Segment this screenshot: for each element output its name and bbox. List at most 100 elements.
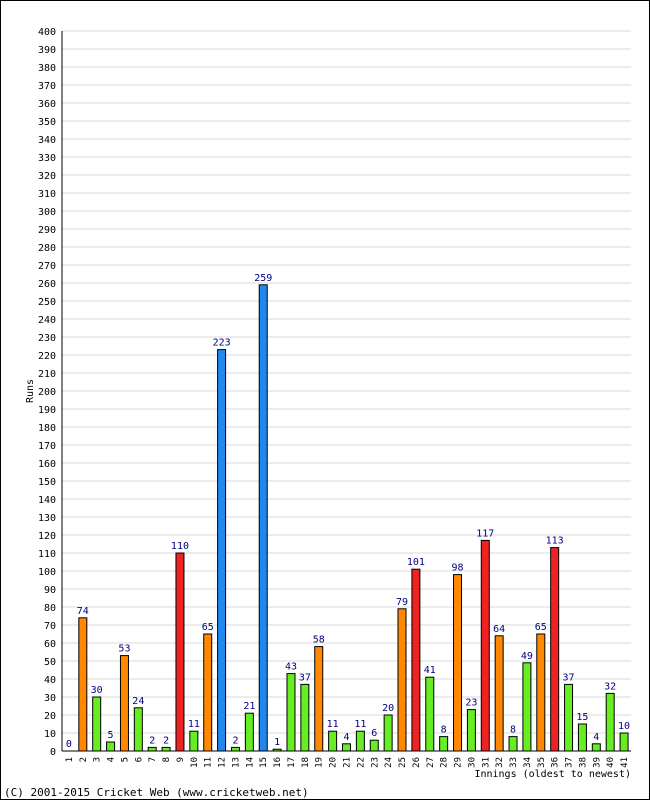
data-label: 110 [171, 541, 189, 552]
bar [230, 746, 240, 752]
y-tick-label: 30 [44, 693, 56, 704]
y-tick-label: 360 [38, 99, 56, 110]
bar [78, 617, 88, 752]
x-tick-label: 23 [370, 757, 380, 768]
y-tick-label: 110 [38, 549, 56, 560]
x-tick-label: 19 [315, 757, 325, 768]
y-tick-label: 40 [44, 675, 56, 686]
data-label: 24 [132, 696, 144, 707]
data-label: 113 [546, 536, 564, 547]
x-tick-label: 12 [218, 757, 228, 768]
y-tick-label: 200 [38, 387, 56, 398]
bar [564, 683, 574, 752]
x-tick-label: 31 [481, 757, 491, 768]
y-tick-label: 350 [38, 117, 56, 128]
data-label: 20 [382, 703, 394, 714]
data-label: 2 [149, 735, 155, 746]
bar [425, 676, 435, 752]
x-tick-label: 36 [551, 757, 561, 768]
bar [189, 730, 199, 752]
y-tick-label: 170 [38, 441, 56, 452]
x-tick-label: 22 [356, 757, 366, 768]
x-tick-label: 2 [79, 757, 89, 762]
data-label: 223 [213, 338, 231, 349]
bar [494, 635, 504, 752]
y-axis-label: Runs [25, 379, 36, 403]
data-label: 6 [371, 728, 377, 739]
data-label: 58 [313, 635, 325, 646]
y-tick-label: 280 [38, 243, 56, 254]
y-tick-label: 50 [44, 657, 56, 668]
x-tick-label: 20 [329, 757, 339, 768]
bar [217, 349, 227, 752]
bar [411, 568, 421, 752]
bar [300, 683, 310, 752]
copyright-text: (C) 2001-2015 Cricket Web (www.cricketwe… [4, 786, 309, 799]
y-tick-label: 240 [38, 315, 56, 326]
x-tick-label: 38 [578, 757, 588, 768]
bar [244, 712, 254, 752]
x-tick-label: 25 [398, 757, 408, 768]
data-label: 4 [593, 732, 599, 743]
bar [286, 673, 296, 752]
x-tick-label: 29 [454, 757, 464, 768]
y-tick-label: 140 [38, 495, 56, 506]
x-tick-label: 41 [620, 757, 630, 768]
y-tick-label: 60 [44, 639, 56, 650]
bar [314, 646, 324, 752]
data-label: 98 [452, 563, 464, 574]
y-tick-label: 210 [38, 369, 56, 380]
bar [605, 692, 615, 752]
y-tick-label: 100 [38, 567, 56, 578]
y-tick-label: 70 [44, 621, 56, 632]
x-tick-label: 8 [162, 757, 172, 762]
y-tick-label: 370 [38, 81, 56, 92]
y-tick-label: 90 [44, 585, 56, 596]
y-tick-label: 380 [38, 63, 56, 74]
data-label: 41 [424, 665, 436, 676]
x-tick-label: 27 [426, 757, 436, 768]
bar [133, 707, 143, 752]
x-tick-label: 40 [606, 757, 616, 768]
data-label: 2 [232, 735, 238, 746]
y-tick-label: 130 [38, 513, 56, 524]
bar [342, 743, 351, 752]
bar [92, 696, 102, 752]
bar [258, 284, 268, 752]
x-tick-label: 26 [412, 757, 422, 768]
x-tick-label: 13 [231, 757, 241, 768]
x-tick-label: 7 [148, 757, 158, 762]
bar [328, 730, 338, 752]
data-label: 37 [299, 672, 311, 683]
x-tick-label: 17 [287, 757, 297, 768]
x-tick-label: 14 [245, 757, 255, 768]
bar [175, 552, 185, 752]
data-label: 11 [354, 719, 366, 730]
bar [383, 714, 393, 752]
x-tick-label: 24 [384, 757, 394, 768]
y-tick-label: 300 [38, 207, 56, 218]
y-tick-label: 120 [38, 531, 56, 542]
bar [577, 723, 587, 752]
x-tick-label: 21 [343, 757, 353, 768]
y-tick-label: 270 [38, 261, 56, 272]
x-tick-label: 16 [273, 757, 283, 768]
data-label: 10 [618, 721, 630, 732]
x-tick-label: 35 [537, 757, 547, 768]
bar [508, 736, 518, 752]
bar [439, 736, 449, 752]
y-tick-label: 180 [38, 423, 56, 434]
data-label: 8 [441, 725, 447, 736]
data-label: 15 [576, 712, 588, 723]
y-tick-label: 20 [44, 711, 56, 722]
data-label: 79 [396, 597, 408, 608]
x-tick-label: 34 [523, 757, 533, 768]
y-tick-label: 230 [38, 333, 56, 344]
data-label: 259 [254, 273, 272, 284]
y-tick-label: 290 [38, 225, 56, 236]
x-tick-label: 6 [134, 757, 144, 762]
bar [550, 547, 560, 752]
bar [619, 732, 629, 752]
bar [397, 608, 407, 752]
